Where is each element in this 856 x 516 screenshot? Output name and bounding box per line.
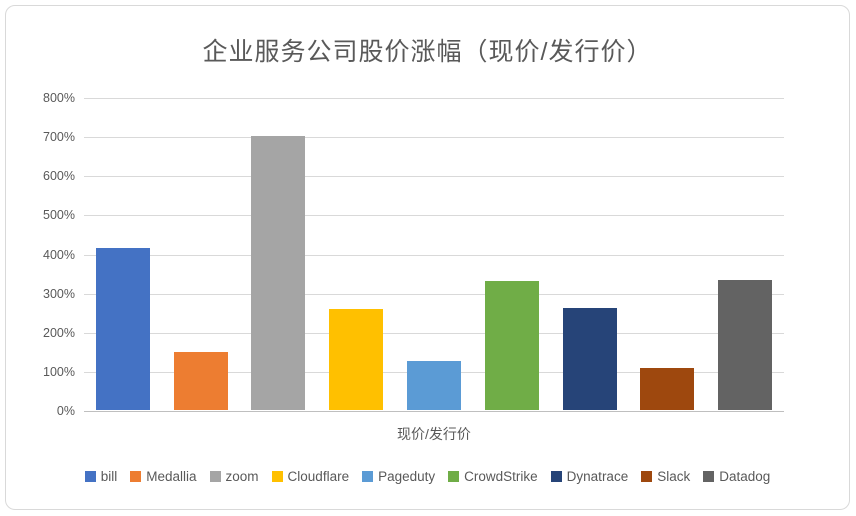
y-tick-label: 100% [43,364,75,379]
legend-label: Medallia [146,469,197,484]
chart-title: 企业服务公司股价涨幅（现价/发行价） [202,38,653,66]
gridline [84,332,784,334]
y-tick-label: 800% [43,91,75,105]
legend-label: Cloudflare [287,469,350,484]
gridline [84,137,784,139]
y-tick-label: 300% [43,286,75,301]
chart-container: 企业服务公司股价涨幅（现价/发行价） 0% 100% 200% 300% 400% 500… [5,5,850,510]
legend-swatch-icon [84,471,96,482]
legend-item-datadog: Datadog [703,469,770,484]
bar-cloudflare [329,309,383,410]
legend: bill Medallia zoom Cloudflare Pageduty CrowdS… [6,469,849,484]
legend-item-dynatrace: Dynatrace [550,469,629,484]
legend-swatch-icon [209,471,221,482]
y-tick-label: 700% [43,130,75,145]
gridline [84,98,784,99]
legend-swatch-icon [641,471,653,482]
gridline [84,215,784,217]
bar-datadog [718,280,772,410]
y-tick-label: 400% [43,247,75,262]
legend-label: CrowdStrike [464,469,538,484]
gridline [84,293,784,295]
x-axis-line [84,411,784,412]
legend-item-bill: bill [84,469,118,484]
legend-item-pageduty: Pageduty [362,469,435,484]
legend-label: Dynatrace [566,469,629,484]
gridline [84,176,784,178]
bar-medallia [174,352,228,410]
legend-label: bill [100,469,118,484]
legend-swatch-icon [703,471,715,482]
legend-swatch-icon [271,471,283,482]
legend-item-slack: Slack [641,469,690,484]
legend-item-zoom: zoom [209,469,259,484]
legend-item-cloudflare: Cloudflare [271,469,350,484]
y-tick-label: 0% [56,404,75,418]
gridline [84,254,784,256]
legend-swatch-icon [362,471,374,482]
legend-label: Datadog [719,469,771,484]
legend-swatch-icon [448,471,460,482]
legend-swatch-icon [550,471,562,482]
y-tick-label: 500% [43,208,75,223]
legend-item-crowdstrike: CrowdStrike [448,469,538,484]
legend-swatch-icon [130,471,142,482]
bar-zoom [251,136,305,410]
legend-label: zoom [225,469,259,484]
y-tick-label: 600% [43,169,75,184]
legend-item-medallia: Medallia [130,469,197,484]
bar-crowdstrike [485,281,539,410]
legend-label: Slack [657,469,691,484]
bar-dynatrace [563,308,617,410]
bar-pageduty [407,361,461,410]
y-tick-label: 200% [43,325,75,340]
x-axis-label: 现价/发行价 [397,426,471,442]
bar-slack [640,368,694,410]
legend-label: Pageduty [378,469,436,484]
plot-area: 0% 100% 200% 300% 400% 500% 600% 700% 800% [43,91,784,418]
bar-bill [96,248,150,410]
